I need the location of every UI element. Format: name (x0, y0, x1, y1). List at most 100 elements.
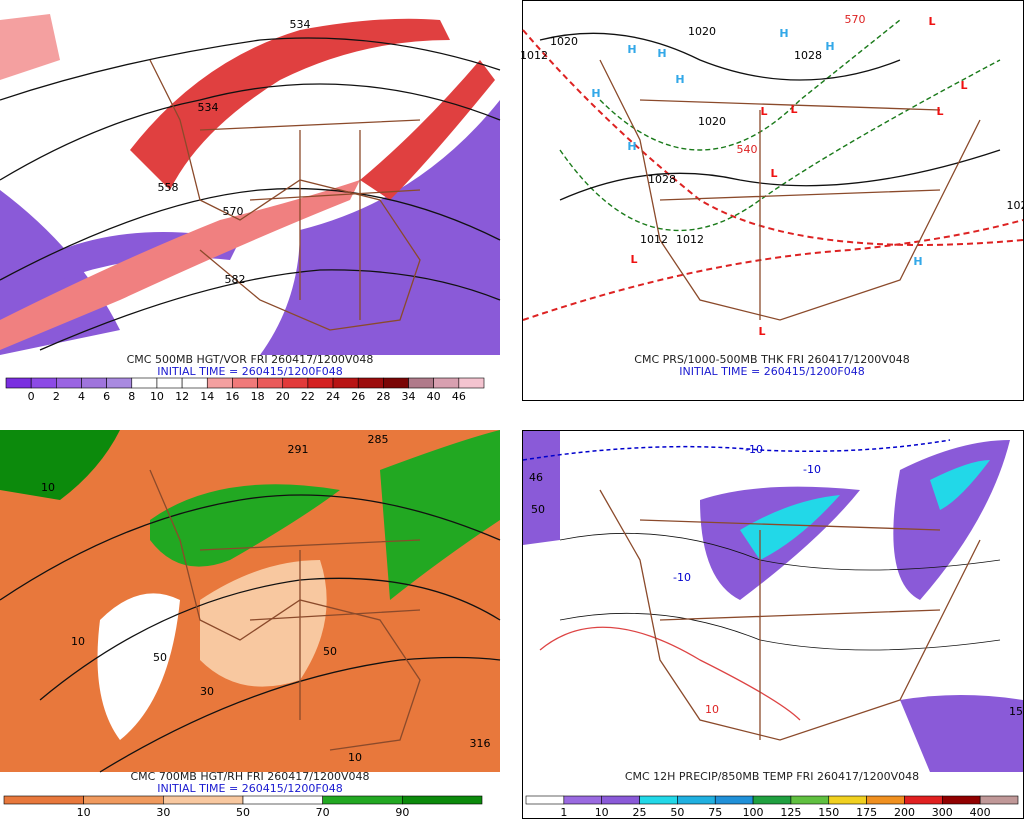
map-label: H (657, 47, 666, 60)
colorbar-swatch (156, 377, 183, 389)
map-label: 46 (529, 471, 543, 484)
map-label: H (627, 140, 636, 153)
colorbar-label: 300 (932, 806, 953, 819)
map-label: 50 (323, 645, 337, 658)
colorbar-swatch (181, 377, 208, 389)
map-label: 15 (1009, 705, 1023, 718)
map-700mb (0, 430, 501, 773)
colorbar-label: 26 (351, 390, 365, 403)
map-label: H (591, 87, 600, 100)
map-label: 1028 (794, 49, 822, 62)
colorbar-label: 24 (326, 390, 340, 403)
colorbar-swatch (322, 795, 403, 805)
map-label: H (913, 255, 922, 268)
colorbar-swatch (81, 377, 107, 389)
colorbar-label: 28 (376, 390, 390, 403)
colorbar-label: 400 (970, 806, 991, 819)
map-label: 1020 (550, 35, 578, 48)
colorbar-swatch (752, 795, 792, 805)
colorbar-swatch (828, 795, 867, 805)
colorbar-swatch (563, 795, 602, 805)
colorbar-label: 12 (175, 390, 189, 403)
colorbar-label: 2 (53, 390, 60, 403)
colorbar-label: 75 (708, 806, 722, 819)
colorbar-label: 10 (150, 390, 164, 403)
colorbar-swatch (5, 377, 32, 389)
map-label: 10 (705, 703, 719, 716)
map-label: 285 (368, 433, 389, 446)
colorbar-label: 34 (402, 390, 416, 403)
colorbar-label: 22 (301, 390, 315, 403)
colorbar-swatch (904, 795, 943, 805)
colorbar-swatch (163, 795, 244, 805)
map-label: 50 (153, 651, 167, 664)
colorbar-swatch (106, 377, 133, 389)
map-label: L (770, 167, 777, 180)
map-label: H (779, 27, 788, 40)
colorbar-label: 125 (780, 806, 801, 819)
colorbar-swatch (408, 377, 434, 389)
map-label: 582 (225, 273, 246, 286)
colorbar-swatch (257, 377, 284, 389)
colorbar-label: 70 (316, 806, 330, 819)
colorbar-label: 14 (200, 390, 214, 403)
colorbar-swatch (790, 795, 830, 805)
panel-title: CMC 700MB HGT/RH FRI 260417/1200V048 (130, 770, 369, 783)
colorbar-swatch (383, 377, 409, 389)
colorbar-swatch (242, 795, 323, 805)
map-label: 102 (1007, 199, 1024, 212)
colorbar-swatch (433, 377, 460, 389)
initial-time: INITIAL TIME = 260415/1200F048 (157, 365, 342, 378)
colorbar-swatch (206, 377, 233, 389)
map-label: L (630, 253, 637, 266)
colorbar-swatch (131, 377, 158, 389)
colorbar-swatch (232, 377, 258, 389)
colorbar-swatch (866, 795, 905, 805)
colorbar-swatch (979, 795, 1019, 805)
colorbar-label: 46 (452, 390, 466, 403)
map-label: 534 (290, 18, 311, 31)
colorbar-swatch (332, 377, 359, 389)
initial-time: INITIAL TIME = 260415/1200F048 (679, 365, 864, 378)
map-label: 316 (470, 737, 491, 750)
colorbar-swatch (307, 377, 334, 389)
colorbar-label: 30 (156, 806, 170, 819)
map-label: 558 (158, 181, 179, 194)
map-label: L (760, 105, 767, 118)
map-label: -10 (745, 443, 763, 456)
colorbar-swatch (714, 795, 754, 805)
colorbar-label: 6 (103, 390, 110, 403)
colorbar-swatch (3, 795, 84, 805)
colorbar-label: 8 (128, 390, 135, 403)
colorbar-swatch (525, 795, 565, 805)
map-label: 570 (223, 205, 244, 218)
colorbar-label: 200 (894, 806, 915, 819)
colorbar-label: 10 (595, 806, 609, 819)
colorbar-label: 10 (77, 806, 91, 819)
map-label: 10 (41, 481, 55, 494)
initial-time: INITIAL TIME = 260415/1200F048 (157, 782, 342, 795)
colorbar-swatch (458, 377, 485, 389)
panel-title: CMC PRS/1000-500MB THK FRI 260417/1200V0… (634, 353, 909, 366)
map-label: L (758, 325, 765, 338)
colorbar-label: 16 (225, 390, 239, 403)
map-500mb (0, 12, 501, 355)
colorbar-label: 90 (395, 806, 409, 819)
map-label: 1012 (640, 233, 668, 246)
map-label: 291 (288, 443, 309, 456)
colorbar-swatch (56, 377, 82, 389)
map-label: 50 (531, 503, 545, 516)
colorbar-label: 20 (276, 390, 290, 403)
map-label: H (675, 73, 684, 86)
colorbar-label: 1 (560, 806, 567, 819)
map-label: 1012 (676, 233, 704, 246)
colorbar-swatch (357, 377, 384, 389)
map-label: 10 (348, 751, 362, 764)
colorbar-swatch (639, 795, 678, 805)
colorbar-label: 50 (670, 806, 684, 819)
map-label: 1012 (520, 49, 548, 62)
colorbar-label: 18 (251, 390, 265, 403)
colorbar-swatch (942, 795, 981, 805)
map-label: 534 (198, 101, 219, 114)
